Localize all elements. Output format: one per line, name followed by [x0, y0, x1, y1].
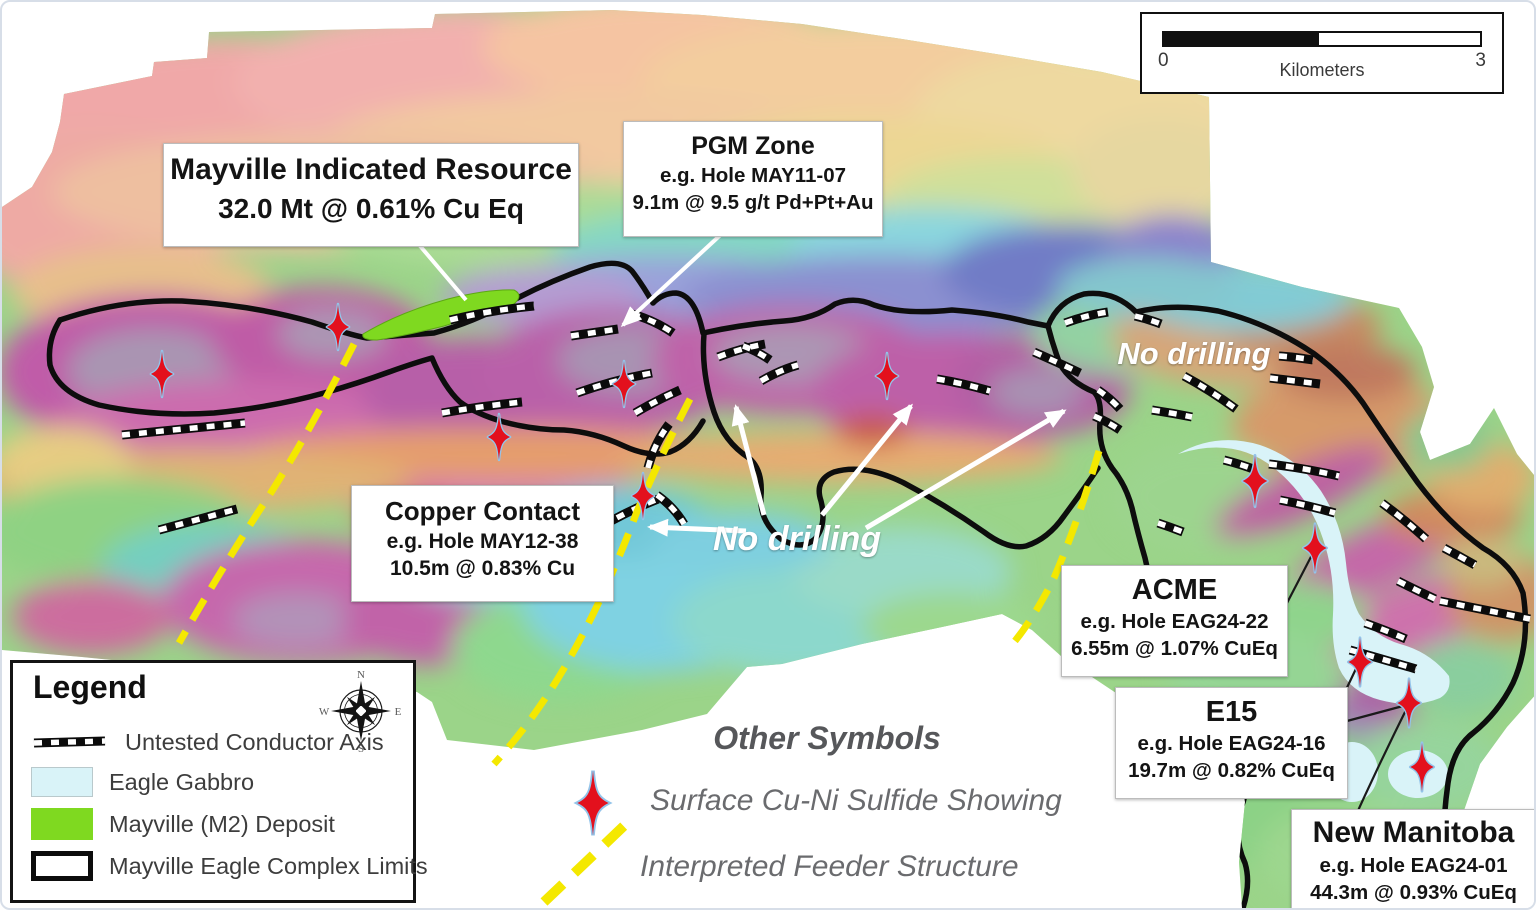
callout-hole: e.g. Hole MAY11-07 [659, 164, 847, 188]
scale-unit-label: Kilometers [1279, 60, 1365, 80]
feeder-structure-lines [175, 342, 1103, 767]
callout-title: ACME [1131, 574, 1218, 606]
map-label-no-drilling-east: No drilling [1117, 336, 1270, 371]
callout-title: E15 [1205, 696, 1258, 728]
callout-intercept: 44.3m @ 0.93% CuEq [1310, 880, 1517, 904]
compass-south-label: S [358, 743, 364, 755]
legend-panel: Legend N E S W [10, 660, 428, 903]
callout-mayville-resource: Mayville Indicated Resource 32.0 Mt @ 0.… [163, 143, 579, 247]
legend-item-label: Eagle Gabbro [109, 768, 255, 795]
callout-copper-contact: Copper Contact e.g. Hole MAY12-38 10.5m … [351, 485, 614, 602]
cu-ni-sulfide-star-icon [573, 770, 613, 836]
callout-title: Mayville Indicated Resource [170, 153, 572, 186]
callout-hole: e.g. Hole MAY12-38 [386, 529, 579, 553]
m2-deposit-swatch [31, 808, 93, 840]
compass-east-label: E [395, 706, 402, 718]
callout-intercept: 9.1m @ 9.5 g/t Pd+Pt+Au [632, 191, 874, 215]
scale-bar: 0 3 Kilometers [1140, 12, 1504, 94]
legend-item-label: Mayville (M2) Deposit [109, 810, 335, 837]
scale-bar-fill [1164, 33, 1319, 45]
surface-showing-label: Surface Cu-Ni Sulfide Showing [650, 784, 1062, 817]
callout-detail: 32.0 Mt @ 0.61% Cu Eq [218, 192, 524, 224]
callout-intercept: 19.7m @ 0.82% CuEq [1128, 759, 1335, 783]
legend-item-conductor-axis: Untested Conductor Axis [31, 725, 384, 759]
callout-hole: e.g. Hole EAG24-16 [1137, 732, 1326, 756]
scale-zero-label: 0 [1158, 50, 1169, 71]
feeder-structure-dash-icon [540, 818, 632, 906]
legend-item-m2-deposit: Mayville (M2) Deposit [31, 807, 335, 841]
legend-item-complex-limits: Mayville Eagle Complex Limits [31, 849, 428, 883]
compass-north-label: N [357, 669, 365, 681]
callout-title: Copper Contact [385, 496, 580, 526]
annotation-arrows [413, 226, 1067, 537]
callout-intercept: 6.55m @ 1.07% CuEq [1071, 637, 1278, 661]
conductor-axis-swatch-icon [33, 736, 106, 748]
legend-title: Legend [33, 669, 147, 705]
other-symbols-title: Other Symbols [713, 720, 941, 756]
feeder-structure-label: Interpreted Feeder Structure [640, 850, 1019, 883]
eagle-gabbro-swatch [31, 767, 93, 797]
compass-west-label: W [319, 706, 330, 718]
legend-item-label: Untested Conductor Axis [125, 728, 384, 755]
legend-item-eagle-gabbro: Eagle Gabbro [31, 765, 254, 799]
callout-intercept: 10.5m @ 0.83% Cu [389, 557, 576, 581]
legend-item-label: Mayville Eagle Complex Limits [109, 852, 428, 879]
complex-limits-swatch [31, 851, 93, 881]
callout-e15: E15 e.g. Hole EAG24-16 19.7m @ 0.82% CuE… [1115, 687, 1348, 799]
scale-max-label: 3 [1475, 50, 1486, 71]
map-label-no-drilling-west: No drilling [713, 520, 881, 558]
compass-rose-icon: N E S W [319, 669, 402, 755]
callout-title: New Manitoba [1312, 816, 1515, 849]
callout-title: PGM Zone [691, 132, 815, 160]
callout-pgm-zone: PGM Zone e.g. Hole MAY11-07 9.1m @ 9.5 g… [623, 121, 883, 237]
callout-new-manitoba: New Manitoba e.g. Hole EAG24-01 44.3m @ … [1291, 809, 1534, 908]
scale-bar-track [1162, 31, 1482, 47]
callout-hole: e.g. Hole EAG24-01 [1319, 853, 1508, 877]
callout-hole: e.g. Hole EAG24-22 [1080, 610, 1269, 634]
callout-acme: ACME e.g. Hole EAG24-22 6.55m @ 1.07% Cu… [1061, 565, 1288, 677]
